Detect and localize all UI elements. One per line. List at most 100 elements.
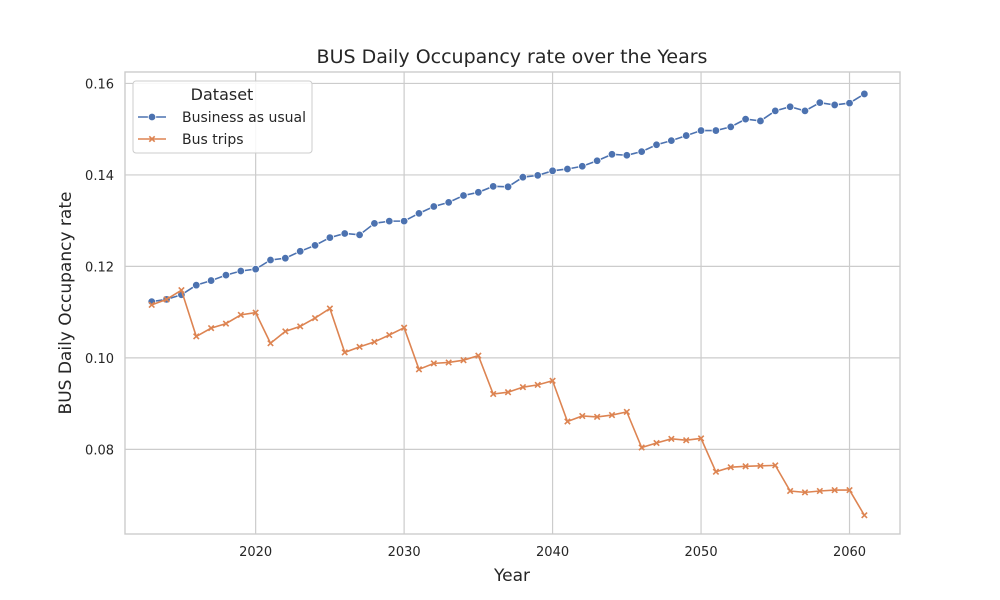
data-point [653,439,660,447]
data-point [711,126,721,135]
data-point [861,511,868,519]
y-tick-label: 0.16 [85,77,114,92]
data-point [726,122,735,132]
x-tick-label: 2050 [685,545,718,560]
series-layer [147,89,869,519]
data-point [682,436,690,444]
data-point [147,112,157,122]
data-point [668,435,675,443]
x-tick-label: 2060 [833,545,866,560]
data-point [622,151,632,160]
data-point [444,198,453,207]
data-point [310,241,320,250]
data-point [488,182,498,191]
data-point [445,359,452,366]
data-point [800,106,810,116]
x-axis-label: Year [493,566,530,586]
data-point [816,487,824,495]
data-point [206,276,216,285]
legend-label: Bus trips [182,132,244,148]
data-point [399,216,409,226]
data-point [251,264,260,274]
data-point [592,156,602,165]
data-point [533,171,542,180]
data-point [801,489,809,496]
data-point [356,343,363,351]
data-point [237,311,245,319]
data-point [415,366,423,373]
data-point [340,229,349,238]
data-point [518,173,528,182]
data-point [252,309,259,316]
data-point [148,301,155,309]
data-point [163,296,170,303]
data-point [697,435,705,442]
legend: Dataset Business as usual Bus trips [132,80,313,154]
data-point [564,418,571,425]
y-axis-label: BUS Daily Occupancy rate [56,192,76,415]
data-point [785,102,795,111]
data-point [830,100,839,110]
data-point [429,202,439,211]
data-point [845,98,854,108]
data-point [311,314,319,322]
data-point [637,147,646,156]
y-tick-label: 0.12 [85,260,114,275]
plot-frame [124,71,901,535]
data-point [207,324,215,332]
legend-label: Business as usual [182,110,306,126]
data-point [608,411,616,419]
data-point [355,230,364,240]
data-point [772,462,779,469]
y-tick-label: 0.14 [85,169,114,184]
data-point [786,487,794,495]
data-point [741,114,750,124]
data-point [222,320,230,327]
data-point [385,216,394,226]
data-point [549,377,556,385]
data-point [563,164,572,174]
y-axis-ticks: 0.08 0.10 0.12 0.14 0.16 [85,77,114,458]
data-point [460,356,467,364]
data-point [475,352,482,359]
data-point [623,408,631,416]
data-point [504,388,512,396]
x-axis-ticks: 2020 2030 2040 2050 2060 [239,545,866,560]
data-point [519,383,527,391]
data-point [757,462,764,470]
data-point [815,98,825,107]
data-point [579,412,586,420]
data-point [474,188,483,197]
data-point [267,339,274,347]
legend-entries: Business as usual Bus trips [138,110,306,148]
y-tick-label: 0.08 [85,443,114,458]
data-point [148,135,156,143]
x-tick-label: 2020 [239,545,272,560]
data-point [400,324,408,331]
data-point [638,444,645,451]
data-point [727,463,735,471]
data-point [325,233,335,242]
x-tick-label: 2030 [388,545,421,560]
data-point [192,333,200,340]
data-point [607,150,617,159]
data-point [503,182,513,192]
data-point [712,468,720,476]
data-point [282,328,289,335]
data-point [756,116,765,126]
data-point [236,266,246,276]
data-point [696,126,706,135]
series-bus-trips [148,286,868,519]
series-line [151,288,866,516]
legend-entry: Business as usual [138,110,306,126]
data-point [652,140,661,149]
data-point [667,136,676,145]
data-point [370,219,379,228]
data-point [414,209,424,218]
chart-title: BUS Daily Occupancy rate over the Years [317,46,708,68]
data-point [430,360,438,367]
data-point [192,280,201,290]
data-point [221,270,231,280]
